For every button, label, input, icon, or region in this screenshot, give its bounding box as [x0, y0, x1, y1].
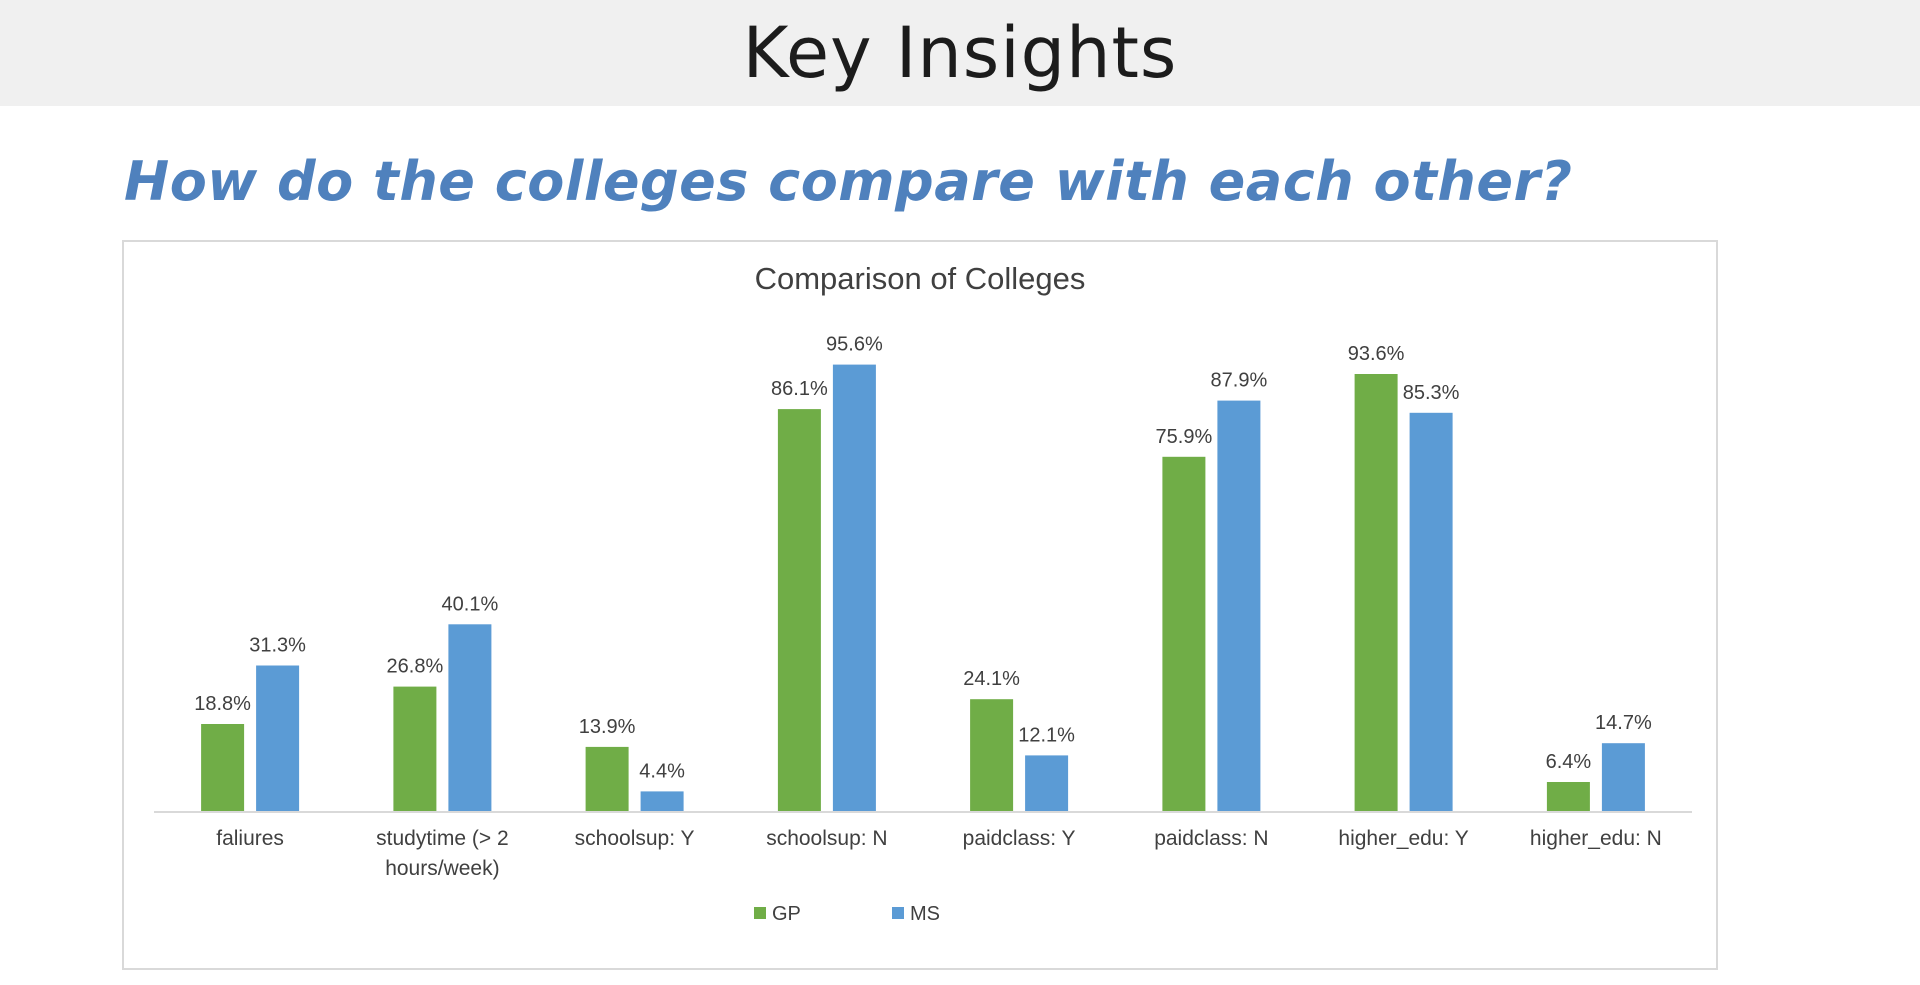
bar-ms [1025, 755, 1069, 812]
x-tick-label: schoolsup: Y [575, 827, 695, 850]
data-label: 93.6% [1348, 343, 1405, 365]
bar-ms [640, 791, 684, 812]
data-label: 87.9% [1211, 370, 1268, 392]
data-label: 6.4% [1546, 751, 1592, 773]
data-label: 31.3% [249, 635, 306, 657]
bar-gp [201, 724, 245, 812]
data-label: 18.8% [194, 693, 251, 715]
x-tick-label: faliures [216, 827, 284, 850]
bar-ms [448, 624, 492, 812]
legend-label: MS [910, 903, 940, 925]
bar-ms [1217, 400, 1261, 812]
bar-ms [1409, 412, 1453, 812]
bar-gp [1354, 374, 1398, 812]
x-tick-label: higher_edu: Y [1338, 827, 1468, 850]
data-label: 95.6% [826, 334, 883, 356]
title-bar: Key Insights [0, 0, 1920, 106]
bar-gp [393, 686, 437, 812]
x-tick-label: paidclass: Y [963, 827, 1076, 850]
data-label: 12.1% [1018, 724, 1075, 746]
data-label: 86.1% [771, 378, 828, 400]
x-tick-label: paidclass: N [1154, 827, 1268, 850]
data-label: 75.9% [1156, 426, 1213, 448]
data-label: 14.7% [1595, 712, 1652, 734]
bar-gp [585, 746, 629, 812]
bar-gp [1546, 782, 1590, 812]
data-label: 24.1% [963, 668, 1020, 690]
bar-ms [256, 665, 300, 812]
data-label: 13.9% [579, 716, 636, 738]
x-tick-label: higher_edu: N [1530, 827, 1662, 850]
bar-gp [777, 409, 821, 812]
slide-title: Key Insights [742, 12, 1178, 94]
x-tick-label: hours/week) [385, 857, 499, 880]
chart-frame: Comparison of Colleges 18.8% 31.3% faliures… [122, 240, 1718, 970]
bar-gp [1162, 456, 1206, 812]
data-label: 26.8% [387, 656, 444, 678]
bar-chart: Comparison of Colleges 18.8% 31.3% faliures… [154, 261, 1692, 925]
x-tick-label: studytime (> 2 [376, 827, 508, 850]
bar-ms [832, 364, 876, 812]
data-label: 4.4% [639, 760, 685, 782]
chart-title: Comparison of Colleges [755, 261, 1086, 296]
legend-swatch-ms [892, 907, 904, 919]
bar-gp [970, 699, 1014, 812]
data-label: 40.1% [442, 593, 499, 615]
bar-ms [1601, 743, 1645, 812]
legend-swatch-gp [754, 907, 766, 919]
data-label: 85.3% [1403, 382, 1460, 404]
legend-label: GP [772, 903, 801, 925]
slide-subtitle: How do the colleges compare with each ot… [124, 150, 1573, 213]
x-tick-label: schoolsup: N [766, 827, 887, 850]
